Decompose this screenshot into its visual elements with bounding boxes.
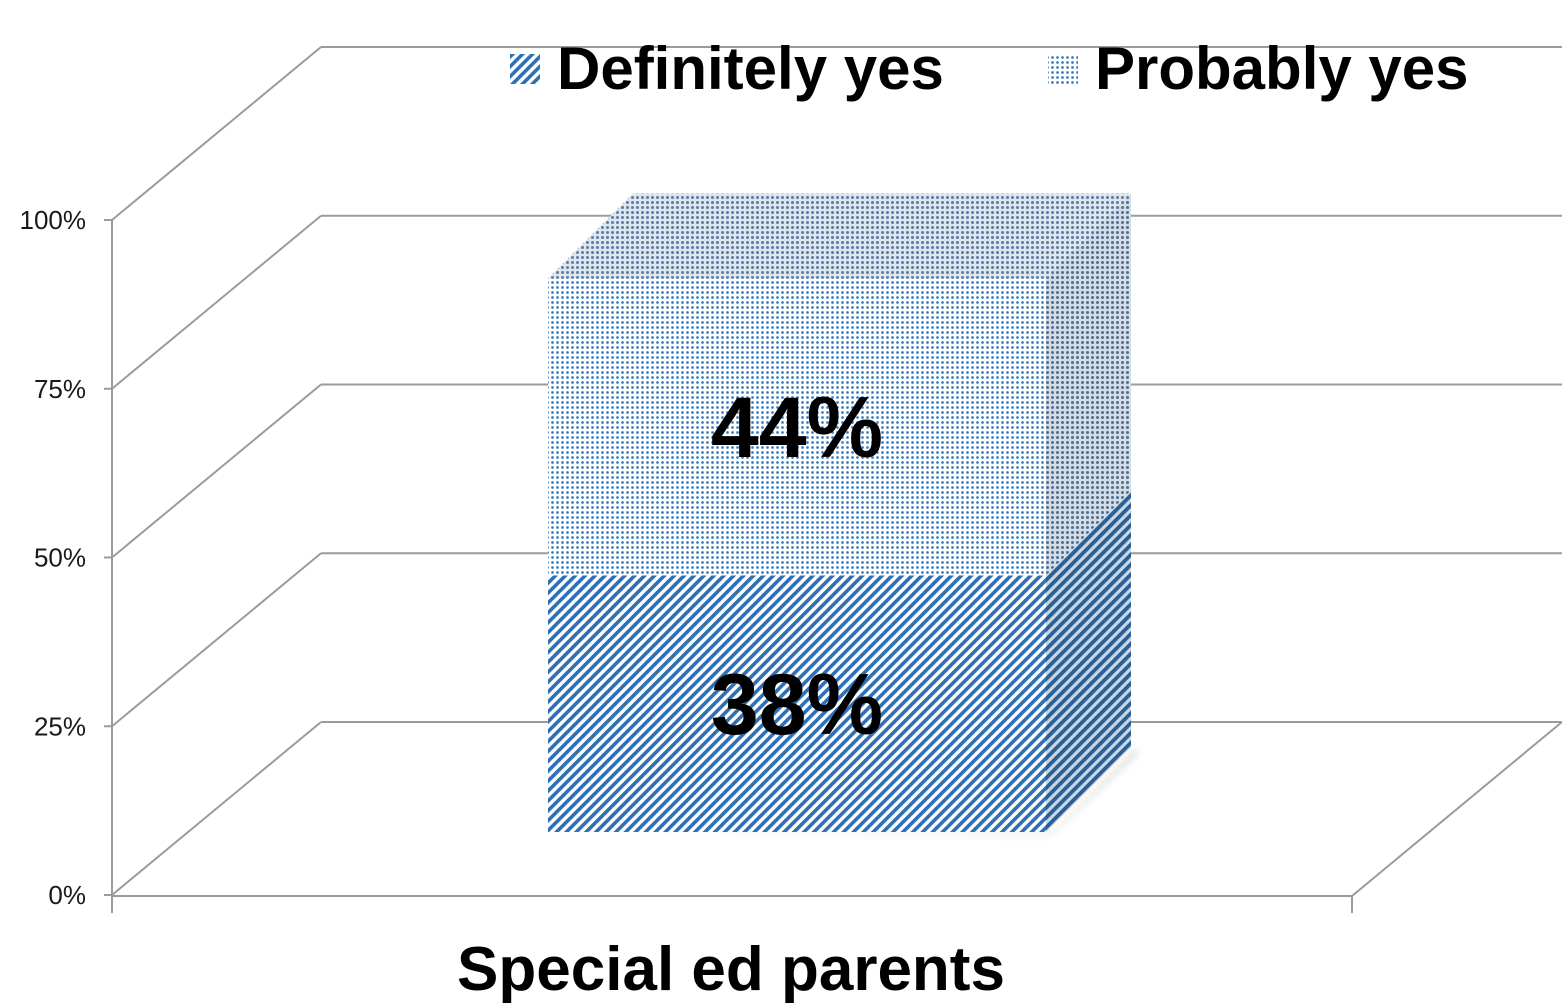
bar-segment-probably-yes (548, 278, 1046, 576)
bar-side-probably-yes (1046, 193, 1131, 576)
data-label: 44% (711, 380, 883, 476)
legend-swatch (1048, 54, 1078, 84)
gridline-side (111, 214, 322, 390)
data-labels: 38% 44% (711, 380, 883, 753)
bar-side-definitely-yes (1046, 490, 1131, 832)
floor-right-edge (1351, 721, 1562, 897)
y-tick-label: 25% (34, 711, 86, 741)
gridline-side (111, 721, 322, 896)
value-axis: 0% 25% 50% 75% 100% (20, 205, 1562, 913)
data-label: 38% (711, 657, 883, 753)
legend-label: Probably yes (1095, 35, 1469, 102)
bars (548, 193, 1137, 835)
legend-label: Definitely yes (557, 35, 944, 102)
gridline-side (111, 383, 322, 559)
bar-top-face (548, 193, 1131, 279)
category-label: Special ed parents (457, 935, 1005, 1004)
y-tick-label: 50% (34, 543, 86, 573)
bar-segment-definitely-yes (548, 575, 1046, 832)
legend-swatch (510, 54, 540, 84)
y-tick-label: 100% (20, 205, 87, 235)
gridline-side (111, 46, 322, 221)
y-tick-label: 75% (34, 374, 86, 404)
legend: Definitely yes Probably yes (510, 35, 1469, 102)
gridline-side (111, 552, 322, 728)
y-tick-label: 0% (48, 880, 86, 910)
category-axis: Special ed parents (457, 935, 1005, 1004)
